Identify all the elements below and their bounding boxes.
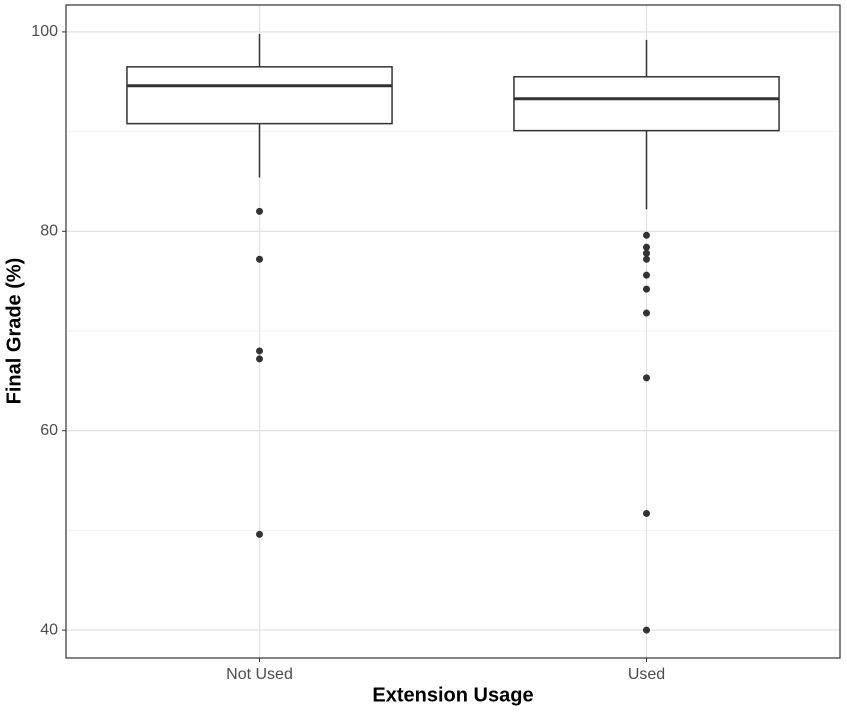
y-tick-label: 60: [40, 422, 58, 439]
outlier: [643, 249, 650, 257]
outlier: [643, 255, 650, 263]
panel-border: [65, 4, 841, 659]
x-tick-label: Not Used: [226, 666, 293, 683]
outlier: [643, 271, 650, 279]
outlier: [256, 355, 263, 363]
y-tick-label: 100: [31, 23, 58, 40]
y-tick-label: 80: [40, 223, 58, 240]
outlier: [643, 626, 650, 634]
outlier: [643, 243, 650, 251]
x-tick-label: Used: [628, 666, 665, 683]
outlier: [256, 530, 263, 538]
outlier: [643, 285, 650, 293]
box: [126, 66, 393, 125]
outlier: [256, 255, 263, 263]
y-tick-label: 40: [40, 621, 58, 638]
outlier: [643, 231, 650, 239]
x-axis-title: Extension Usage: [372, 684, 533, 706]
box: [513, 76, 780, 132]
outlier: [643, 509, 650, 517]
outlier: [643, 309, 650, 317]
outlier: [643, 374, 650, 382]
outlier: [256, 347, 263, 355]
outlier: [256, 207, 263, 215]
y-axis-title: Final Grade (%): [3, 258, 25, 405]
